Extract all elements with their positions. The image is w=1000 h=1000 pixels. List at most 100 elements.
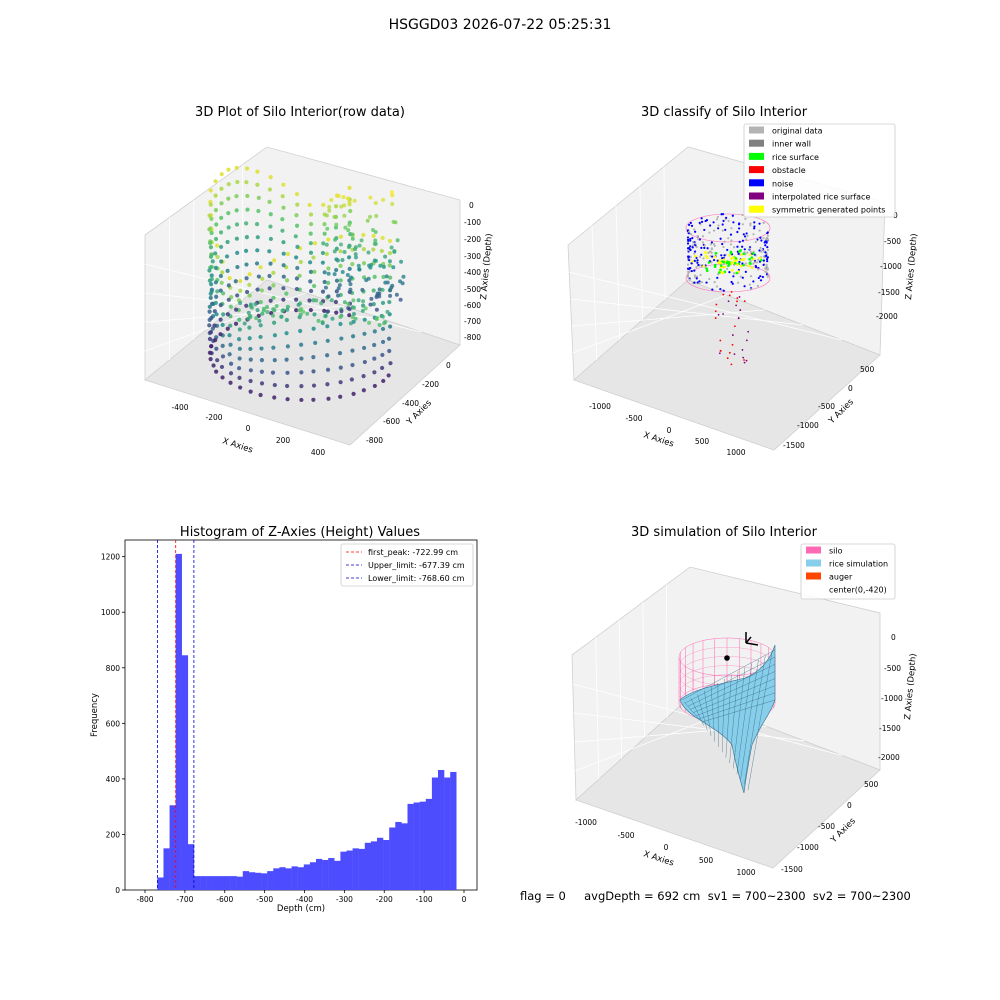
classify-data-point	[709, 224, 712, 227]
raw-data-point	[353, 252, 358, 257]
raw-data-point	[208, 295, 213, 300]
raw-ztick: -200	[464, 235, 481, 244]
raw-data-point	[271, 283, 276, 288]
classify-data-point	[720, 213, 723, 216]
histogram-bar	[254, 872, 262, 890]
histogram-bar	[242, 871, 250, 890]
classify-data-point	[749, 288, 753, 291]
raw-data-point	[248, 389, 253, 394]
classify-grid	[569, 166, 842, 361]
raw-data-point	[267, 187, 273, 192]
classify-data-point	[737, 281, 740, 284]
classify-data-point	[759, 246, 762, 249]
raw-data-point	[352, 198, 357, 203]
classify-data-point	[689, 232, 693, 236]
classify-data-point	[757, 258, 760, 261]
classify-data-point	[742, 263, 745, 267]
raw-data-point	[260, 276, 265, 281]
classify-data-point	[691, 259, 694, 263]
histogram-bar	[376, 837, 384, 890]
raw-data-point	[348, 282, 353, 287]
raw-data-point	[367, 214, 372, 219]
classify-data-point	[696, 261, 699, 264]
classify-data-point	[750, 256, 754, 259]
raw-data-point	[362, 331, 367, 336]
classify-data-point	[766, 248, 770, 252]
histogram-xlabel: Depth (cm)	[277, 904, 325, 914]
raw-data-point	[247, 282, 252, 287]
raw-data-point	[332, 249, 337, 254]
classify-data-point	[697, 263, 700, 267]
raw-data-point	[244, 303, 249, 308]
raw-data-point	[327, 205, 332, 210]
raw-data-point	[226, 196, 231, 201]
raw-data-point	[367, 320, 372, 325]
raw-data-point	[243, 248, 249, 253]
raw-data-point	[259, 346, 264, 351]
classify-data-point	[688, 223, 691, 226]
legend-label: silo	[829, 547, 843, 556]
rice-mesh-line	[693, 678, 776, 713]
histogram-ylabel: Frequency	[90, 693, 100, 737]
classify-data-point	[731, 214, 734, 217]
raw-data-point	[209, 315, 214, 321]
raw-data-point	[307, 202, 312, 208]
classify-data-point	[749, 222, 752, 225]
raw-data-point	[272, 382, 277, 388]
raw-xtick: -200	[205, 413, 222, 422]
legend-swatch	[806, 546, 821, 554]
classify-data-point	[687, 239, 690, 242]
raw-data-point	[299, 397, 304, 403]
raw-data-point	[371, 288, 376, 293]
classify-data-point	[762, 259, 765, 262]
classify-ytick: -1000	[797, 421, 819, 430]
classify-data-point	[693, 228, 696, 231]
raw-data-point	[238, 288, 243, 293]
classify-data-point	[698, 281, 701, 285]
simulation-legend-box	[800, 543, 896, 600]
raw-data-point	[305, 311, 310, 316]
classify-data-point	[722, 262, 725, 266]
raw-data-point	[347, 266, 352, 271]
raw-data-point	[298, 259, 303, 265]
grid-line	[666, 584, 668, 718]
classify-data-point	[707, 251, 710, 254]
grid-line	[573, 712, 805, 742]
classify-data-point	[721, 271, 725, 275]
classify-data-point	[693, 252, 696, 255]
raw-data-point	[294, 213, 299, 218]
raw-data-point	[247, 325, 252, 330]
raw-data-point	[334, 267, 339, 273]
simulation-ytick: -1500	[781, 865, 803, 874]
classify-data-point	[715, 218, 719, 221]
raw-xtick: 200	[276, 436, 291, 445]
rice-mesh-line	[690, 698, 704, 726]
grid-line	[591, 225, 598, 361]
classify-data-point	[730, 257, 733, 260]
figure-title: HSGGD03 2026-07-22 05:25:31	[388, 17, 612, 33]
raw-data-point	[235, 250, 240, 255]
histogram-bar	[175, 553, 182, 890]
classify-data-point	[712, 229, 716, 232]
raw-data-point	[213, 280, 219, 285]
raw-data-point	[212, 309, 217, 314]
raw-data-point	[254, 316, 259, 321]
classify-xtick: 1000	[726, 448, 745, 457]
raw-data-point	[308, 279, 313, 284]
raw-data-point	[225, 326, 230, 331]
raw-data-point	[226, 225, 231, 230]
raw-zlabel: Z Axies (Depth)	[479, 233, 495, 300]
raw-data-point	[380, 300, 386, 306]
raw-data-point	[294, 308, 299, 313]
raw-data-point	[388, 275, 393, 280]
raw-data-point	[377, 287, 382, 292]
raw-data-point	[389, 245, 394, 250]
classify-data-point	[698, 255, 702, 258]
raw-data-point	[368, 195, 373, 200]
raw-data-point	[228, 323, 233, 328]
raw-data-point	[330, 316, 335, 321]
classify-data-point	[753, 225, 756, 228]
raw-data-point	[361, 247, 366, 252]
histogram-reference-lines	[157, 540, 195, 890]
classify-data-point	[757, 268, 760, 271]
